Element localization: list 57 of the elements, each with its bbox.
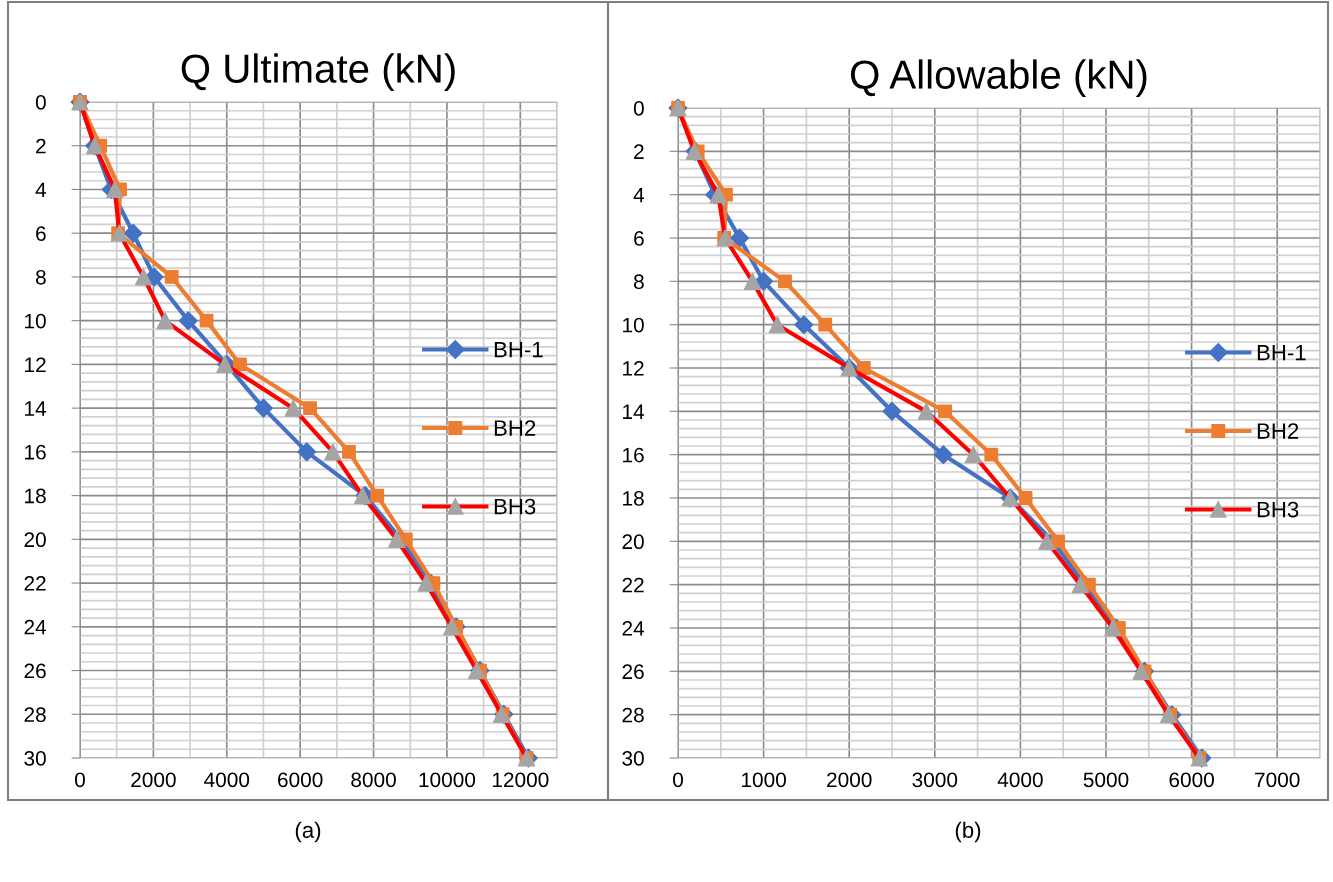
y-tick-label: 24 [24, 619, 47, 635]
x-tick-label: 2000 [827, 772, 872, 788]
y-tick-label: 4 [35, 182, 47, 198]
text: (a) [295, 821, 321, 843]
legend-label: BH-1 [494, 341, 543, 358]
x-tick-label: 2000 [131, 772, 176, 788]
text: (b) [955, 821, 981, 843]
legend-label: BH2 [494, 420, 536, 436]
y-tick-label: 30 [24, 751, 46, 766]
y-tick-label: 0 [633, 101, 644, 116]
legend-label: BH3 [494, 498, 536, 515]
y-tick-label: 14 [623, 404, 645, 419]
y-tick-label: 8 [633, 274, 644, 290]
x-tick-label: 7000 [1255, 772, 1300, 788]
x-tick-label: 12000 [492, 772, 549, 788]
y-tick-label: 18 [623, 491, 644, 506]
y-tick-label: 12 [25, 357, 46, 372]
chart-title: Q Ultimate (kN) [181, 53, 455, 91]
x-tick-label: 6000 [278, 772, 323, 788]
x-tick-label: 3000 [912, 772, 958, 788]
legend-label: BH3 [1257, 501, 1299, 518]
x-tick-label: 6000 [1169, 772, 1214, 788]
y-tick-label: 16 [25, 444, 46, 460]
y-tick-label: 20 [622, 534, 644, 550]
y-tick-label: 6 [36, 226, 46, 241]
y-tick-label: 26 [24, 663, 46, 679]
x-tick-label: 1000 [742, 772, 786, 788]
y-tick-label: 0 [35, 95, 46, 110]
y-tick-label: 2 [36, 138, 46, 154]
y-tick-label: 24 [622, 621, 645, 636]
y-tick-label: 30 [622, 751, 644, 766]
legend-label: BH-1 [1257, 344, 1306, 361]
y-tick-label: 6 [634, 231, 644, 246]
chart-title: Q Allowable (kN) [850, 59, 1147, 97]
y-tick-label: 28 [24, 707, 46, 723]
y-tick-label: 18 [25, 488, 46, 504]
x-tick-label: 10000 [419, 772, 476, 788]
y-tick-label: 28 [622, 707, 644, 723]
y-tick-label: 16 [623, 447, 644, 463]
y-tick-label: 10 [623, 317, 644, 333]
y-tick-label: 12 [623, 361, 644, 376]
x-tick-label: 5000 [1083, 772, 1129, 788]
legend-label: BH2 [1257, 423, 1299, 439]
y-tick-label: 10 [25, 313, 46, 329]
y-tick-label: 4 [633, 187, 645, 203]
y-tick-label: 14 [25, 401, 47, 416]
x-tick-label: 4000 [997, 772, 1043, 788]
x-tick-label: 0 [673, 772, 683, 788]
y-tick-label: 22 [24, 576, 46, 591]
x-tick-label: 0 [75, 772, 85, 788]
y-tick-label: 8 [35, 269, 46, 285]
x-tick-label: 8000 [351, 772, 396, 788]
y-tick-label: 22 [622, 577, 644, 593]
y-tick-label: 26 [622, 664, 644, 680]
x-tick-label: 4000 [204, 772, 250, 788]
y-tick-label: 2 [634, 144, 644, 159]
y-tick-label: 20 [24, 532, 46, 548]
